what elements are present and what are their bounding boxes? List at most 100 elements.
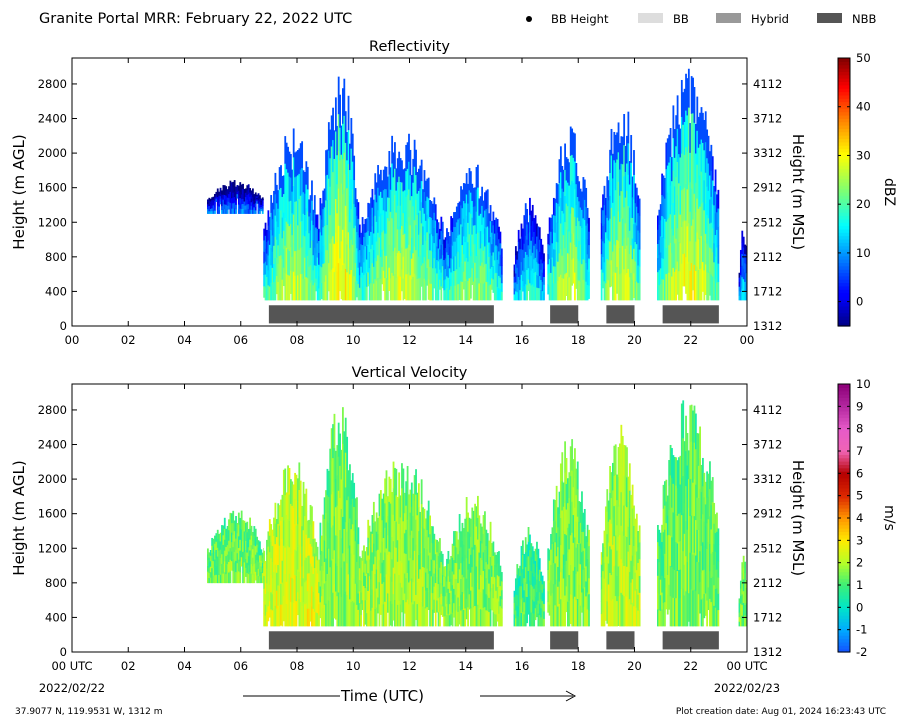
echo-cell <box>631 238 634 260</box>
echo-cell <box>306 573 309 592</box>
echo-cell <box>430 592 433 610</box>
echo-cell <box>467 280 469 301</box>
echo-cell <box>638 558 641 577</box>
echo-cell <box>344 237 347 269</box>
echo-cell <box>340 508 343 539</box>
echo-cell <box>436 259 439 274</box>
echo-cell <box>739 249 742 259</box>
echo-cell <box>292 602 295 627</box>
echo-cell <box>253 210 256 214</box>
echo-cell <box>458 587 461 607</box>
echo-cell <box>744 263 746 273</box>
echo-cell <box>325 535 327 559</box>
echo-cell <box>391 135 394 164</box>
echo-cell <box>448 246 451 258</box>
colorbar-cell <box>838 394 850 398</box>
echo-cell <box>717 560 720 578</box>
echo-cell <box>534 560 537 573</box>
echo-cell <box>305 488 308 512</box>
echo-cell <box>477 277 479 301</box>
echo-cell <box>256 575 259 584</box>
echo-cell <box>333 550 336 585</box>
echo-cell <box>263 550 266 564</box>
echo-cell <box>271 202 274 220</box>
echo-cell <box>308 283 311 301</box>
echo-cell <box>263 285 266 298</box>
echo-cell <box>441 221 444 234</box>
echo-cell <box>370 197 372 215</box>
echo-cell <box>575 204 578 227</box>
echo-cell <box>552 197 555 216</box>
echo-cell <box>298 274 301 301</box>
echo-cell <box>465 236 468 259</box>
echo-cell <box>491 221 493 233</box>
echo-cell <box>446 276 448 289</box>
echo-cell <box>294 498 296 525</box>
echo-cell <box>399 158 402 183</box>
echo-cell <box>637 610 640 627</box>
echo-cell <box>744 593 746 605</box>
echo-cell <box>287 172 289 199</box>
echo-cell <box>564 472 566 504</box>
echo-cell <box>378 258 381 280</box>
echo-cell <box>312 608 315 627</box>
echo-cell <box>267 285 270 301</box>
colorbar-cell <box>838 591 850 596</box>
echo-cell <box>537 587 540 601</box>
echo-cell <box>256 559 259 568</box>
echo-cell <box>284 599 287 627</box>
echo-cell <box>621 136 624 165</box>
colorbar-cell <box>838 554 850 559</box>
echo-cell <box>377 277 379 301</box>
echo-cell <box>717 281 720 301</box>
echo-cell <box>574 272 576 301</box>
echo-cell <box>702 202 704 233</box>
colorbar-cell <box>838 611 850 616</box>
echo-cell <box>297 546 299 570</box>
echo-cell <box>212 538 215 547</box>
echo-cell <box>745 290 748 301</box>
colorbar-cell <box>838 148 850 153</box>
colorbar-tick-label: 5 <box>856 489 863 503</box>
echo-cell <box>668 162 671 191</box>
echo-cell <box>565 180 568 204</box>
echo-cell <box>498 238 500 252</box>
echo-cell <box>742 590 745 603</box>
echo-cell <box>351 244 354 273</box>
echo-cell <box>340 449 343 480</box>
echo-cell <box>322 263 325 283</box>
echo-cell <box>270 609 273 627</box>
echo-cell <box>686 152 689 190</box>
echo-cell <box>489 220 492 238</box>
echo-cell <box>606 489 609 512</box>
echo-cell <box>562 602 565 627</box>
echo-cell <box>462 183 465 202</box>
echo-cell <box>218 191 221 196</box>
echo-cell <box>680 153 683 191</box>
echo-cell <box>658 254 661 271</box>
echo-cell <box>302 278 305 301</box>
echo-cell <box>474 187 476 207</box>
echo-cell <box>541 263 544 273</box>
echo-cell <box>579 281 582 301</box>
echo-cell <box>340 125 343 155</box>
echo-cell <box>612 462 614 491</box>
echo-cell <box>711 601 714 627</box>
echo-cell <box>588 577 590 595</box>
echo-cell <box>420 601 423 627</box>
echo-cell <box>406 492 409 520</box>
echo-cell <box>306 233 309 256</box>
echo-cell <box>526 570 529 584</box>
echo-cell <box>530 570 533 585</box>
echo-cell <box>211 560 214 569</box>
echo-cell <box>678 457 680 486</box>
echo-cell <box>322 588 325 608</box>
echo-cell <box>709 247 711 272</box>
y-right-tick-label: 2912 <box>753 181 782 195</box>
echo-cell <box>252 201 254 206</box>
echo-cell <box>354 225 357 245</box>
echo-cell <box>301 566 304 587</box>
echo-cell <box>280 165 282 188</box>
echo-cell <box>277 605 280 627</box>
echo-cell <box>318 570 320 583</box>
